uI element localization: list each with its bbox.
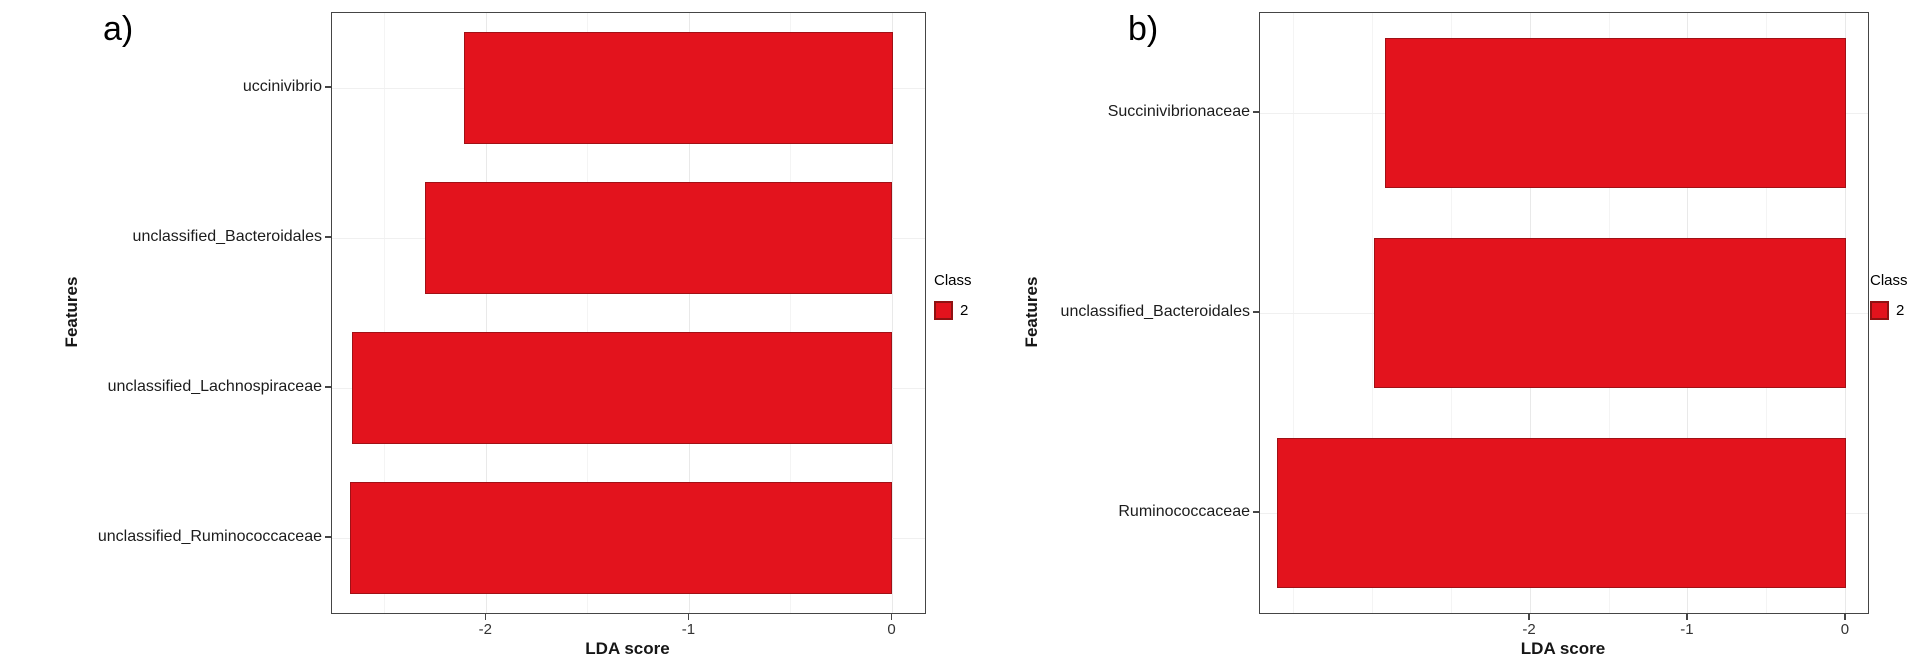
gridline-major [892, 13, 893, 613]
bar [1277, 438, 1846, 588]
panel-b: b) Features LDA score Class 2 Succinivib… [954, 0, 1908, 658]
x-tick-mark [1844, 614, 1846, 620]
bar [350, 481, 893, 595]
x-axis-title: LDA score [585, 639, 670, 658]
gridline-major [485, 13, 487, 613]
y-tick-mark [325, 236, 331, 238]
gridline-minor [587, 13, 589, 613]
y-tick-mark [1253, 311, 1259, 313]
legend-entry: 2 [934, 301, 972, 320]
x-tick-label: -1 [1680, 621, 1694, 638]
bar [1384, 38, 1846, 188]
panel-a: a) Features LDA score Class 2 uccinivibr… [0, 0, 972, 658]
panel-letter-a: a) [103, 10, 134, 48]
y-tick-mark [325, 386, 331, 388]
legend-label: 2 [960, 302, 969, 319]
y-tick-mark [325, 86, 331, 88]
gridline-minor [790, 13, 792, 613]
y-tick-label: uccinivibrio [242, 78, 322, 95]
legend: Class 2 [934, 272, 972, 320]
y-tick-label: unclassified_Ruminococcaceae [97, 528, 322, 545]
y-tick-mark [1253, 511, 1259, 513]
y-tick-mark [1253, 111, 1259, 113]
x-tick-label: -1 [681, 621, 696, 638]
x-tick-mark [1686, 614, 1688, 620]
plot-area [1259, 12, 1869, 614]
panel-letter-b: b) [1128, 10, 1159, 48]
y-tick-label: Succinivibrionaceae [1107, 103, 1250, 120]
y-axis-title: Features [1022, 276, 1041, 348]
bar [464, 31, 893, 145]
legend-title: Class [934, 272, 972, 289]
x-tick-label: 0 [1840, 621, 1850, 638]
x-tick-label: 0 [887, 621, 896, 638]
x-tick-mark [484, 614, 487, 620]
legend-color-swatch [1870, 301, 1889, 320]
x-tick-mark [687, 614, 690, 620]
legend-color-swatch [934, 301, 953, 320]
gridline-minor [384, 13, 386, 613]
y-tick-label: unclassified_Bacteroidales [1060, 303, 1250, 320]
x-axis-title: LDA score [1520, 639, 1606, 658]
y-tick-label: unclassified_Lachnospiraceae [107, 378, 322, 395]
y-axis-title: Features [62, 276, 81, 348]
x-tick-mark [1528, 614, 1530, 620]
x-tick-label: -2 [478, 621, 492, 638]
legend: Class 2 [1870, 272, 1908, 320]
bar [425, 181, 893, 295]
gridline-major [688, 13, 690, 613]
legend-entry: 2 [1870, 301, 1908, 320]
legend-label: 2 [1896, 302, 1905, 319]
bar [352, 331, 893, 445]
y-tick-mark [325, 536, 331, 538]
plot-area [331, 12, 926, 614]
y-tick-label: Ruminococcaceae [1118, 503, 1250, 520]
x-tick-mark [890, 614, 893, 620]
legend-title: Class [1870, 272, 1908, 289]
y-tick-label: unclassified_Bacteroidales [132, 228, 322, 245]
x-tick-label: -2 [1522, 621, 1536, 638]
bar [1373, 238, 1846, 388]
